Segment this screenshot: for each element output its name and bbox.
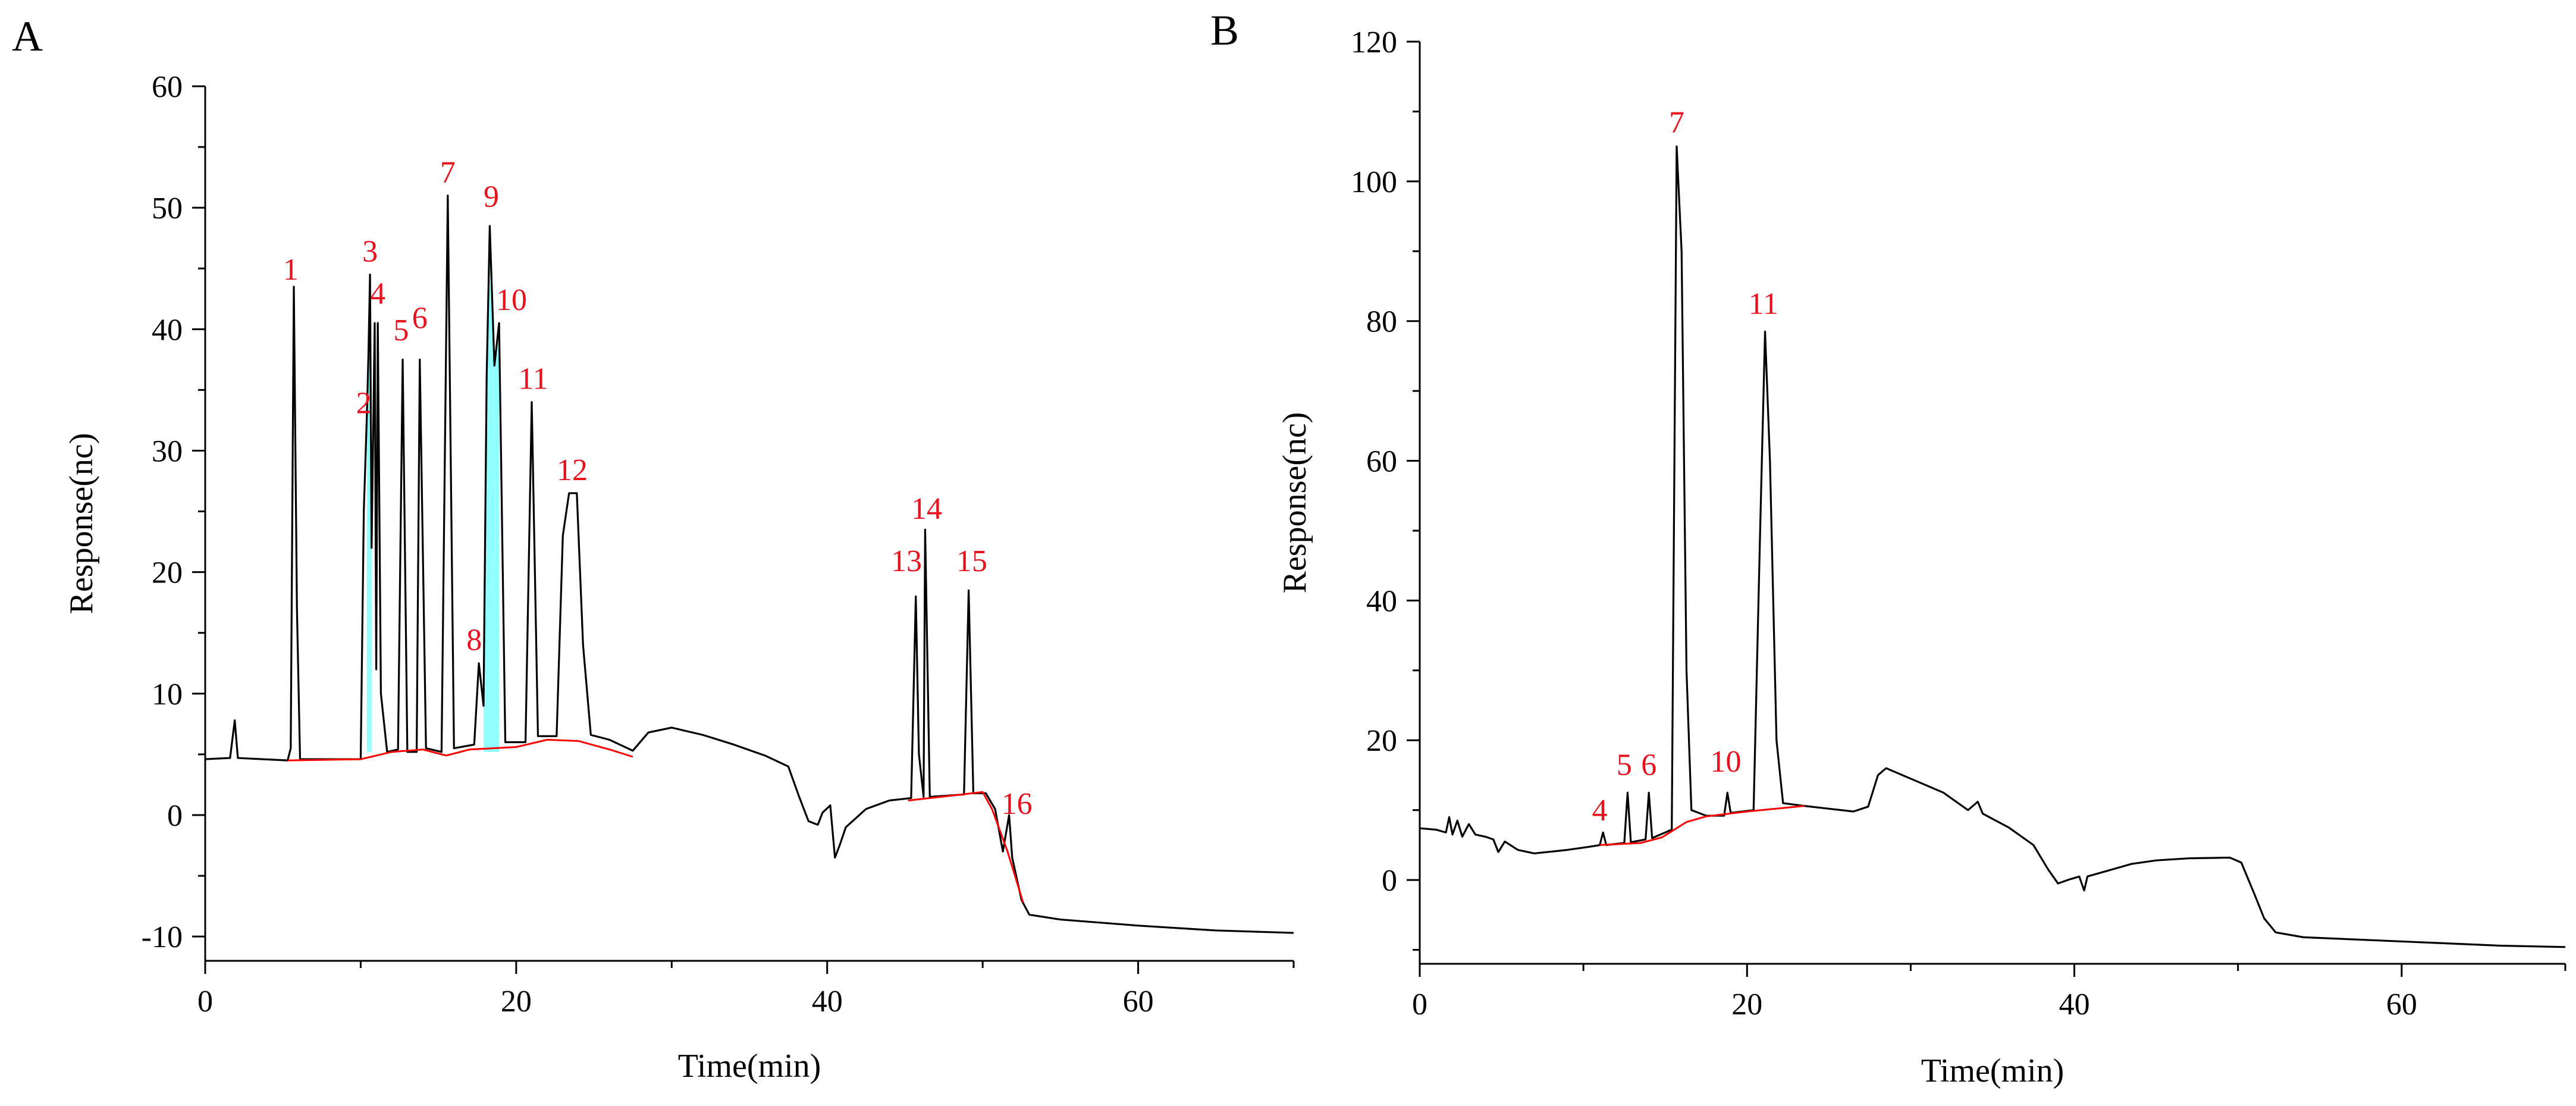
peak-label: 4 bbox=[370, 277, 385, 311]
integration-baseline bbox=[287, 738, 633, 762]
peak-label: 9 bbox=[484, 180, 499, 214]
y-tick-label: 20 bbox=[152, 556, 183, 590]
x-tick-label: 0 bbox=[1412, 988, 1427, 1022]
peak-label: 10 bbox=[496, 283, 527, 317]
peak-label: 13 bbox=[891, 544, 922, 578]
x-tick-label: 0 bbox=[197, 985, 213, 1019]
peak-label: 11 bbox=[519, 362, 548, 396]
x-tick-label: 40 bbox=[2059, 988, 2090, 1022]
y-axis-label: Response(nc) bbox=[63, 433, 100, 615]
peak-label: 7 bbox=[440, 156, 456, 190]
x-tick-label: 60 bbox=[2386, 988, 2417, 1022]
y-tick-label: 40 bbox=[152, 313, 183, 347]
peak-label: 3 bbox=[362, 234, 378, 268]
peak-label: 11 bbox=[1749, 287, 1778, 321]
x-tick-label: 40 bbox=[812, 985, 843, 1019]
peak-label: 4 bbox=[1592, 794, 1608, 828]
y-tick-label: 0 bbox=[1382, 864, 1397, 898]
peak-label: 6 bbox=[1641, 748, 1656, 782]
y-tick-label: 80 bbox=[1366, 305, 1397, 339]
y-tick-label: -10 bbox=[142, 920, 183, 954]
x-axis-label: Time(min) bbox=[1921, 1052, 2064, 1089]
peak-label: 15 bbox=[956, 544, 987, 578]
peak-label: 12 bbox=[557, 453, 588, 487]
x-tick-label: 20 bbox=[501, 985, 532, 1019]
y-tick-label: 10 bbox=[152, 678, 183, 712]
y-tick-label: 20 bbox=[1366, 724, 1397, 758]
peak-label: 7 bbox=[1669, 105, 1684, 139]
y-tick-label: 30 bbox=[152, 435, 183, 469]
y-axis-label: Response(nc) bbox=[1276, 412, 1313, 594]
y-tick-label: 100 bbox=[1351, 165, 1397, 199]
peak-label: 6 bbox=[412, 302, 428, 336]
peak-label: 16 bbox=[1002, 787, 1033, 821]
peak-label: 8 bbox=[466, 624, 482, 657]
integration-baseline bbox=[1599, 805, 1805, 846]
peak-label: 1 bbox=[283, 253, 299, 287]
peak-label: 14 bbox=[911, 492, 942, 526]
panel-label-a: A bbox=[12, 12, 43, 60]
y-tick-label: 0 bbox=[167, 799, 183, 833]
chromatogram-trace bbox=[205, 195, 1294, 934]
chart-panel-a: A -10 0 10 20 30 40 50 60 0 20 40 60 Time(min) Respons… bbox=[12, 12, 1295, 1085]
panel-label-b: B bbox=[1210, 7, 1239, 54]
chart-panel-b: B 0 20 40 60 80 100 120 0 20 40 60 Time(min) Response… bbox=[1210, 7, 2566, 1089]
y-tick-label: 50 bbox=[152, 192, 183, 225]
peak-label: 5 bbox=[1617, 748, 1632, 782]
peak-label: 5 bbox=[393, 314, 409, 347]
y-tick-label: 60 bbox=[152, 70, 183, 104]
chromatogram-trace bbox=[1419, 145, 2566, 948]
y-tick-label: 60 bbox=[1366, 445, 1397, 479]
x-tick-label: 60 bbox=[1123, 985, 1154, 1019]
x-axis-label: Time(min) bbox=[678, 1048, 821, 1085]
y-tick-label: 120 bbox=[1351, 26, 1397, 59]
peak-label: 10 bbox=[1711, 745, 1742, 779]
y-tick-label: 40 bbox=[1366, 584, 1397, 618]
x-tick-label: 20 bbox=[1731, 988, 1762, 1022]
peak-label: 2 bbox=[356, 386, 372, 420]
integration-baseline bbox=[908, 791, 1024, 903]
